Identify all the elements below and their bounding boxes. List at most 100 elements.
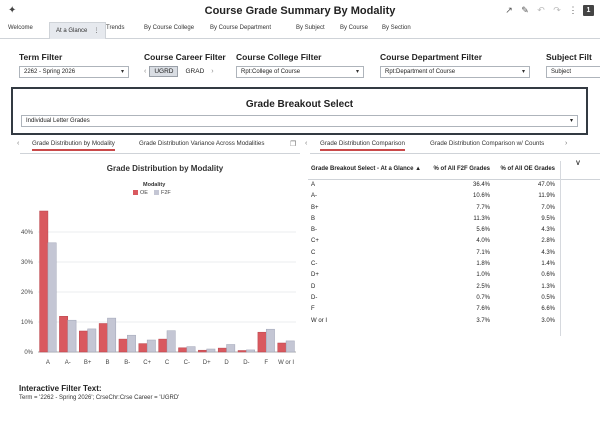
table-row[interactable]: A 36.4% 47.0% xyxy=(308,180,600,191)
tab-by-course[interactable]: By Course xyxy=(340,25,369,31)
x-tick-label: B xyxy=(105,360,109,366)
f2f-cell: 36.4% xyxy=(472,182,490,188)
bar-f2f-c-[interactable] xyxy=(146,339,156,353)
more-options-icon[interactable]: ⋮ xyxy=(568,5,578,15)
bar-f2f-w-or-i[interactable] xyxy=(285,340,295,353)
table-row[interactable]: C 7.1% 4.3% xyxy=(308,248,600,259)
legend-item-f2f[interactable]: F2F xyxy=(153,190,171,196)
redo-icon[interactable]: ↷ xyxy=(553,5,561,15)
tab-at-a-glance[interactable]: At a Glance ⋮ xyxy=(49,22,107,39)
grade-cell: B xyxy=(311,215,316,222)
bar-f2f-b[interactable] xyxy=(107,317,117,353)
chevron-right-icon[interactable]: › xyxy=(565,140,568,147)
tab-by-section[interactable]: By Section xyxy=(382,25,411,31)
bar-oe-b[interactable] xyxy=(98,323,108,353)
edit-icon[interactable]: ✎ xyxy=(521,5,529,15)
x-tick-label: D- xyxy=(243,360,249,366)
department-value: Rpt:Department of Course xyxy=(385,69,456,75)
y-tick-label: 0% xyxy=(24,350,33,356)
bar-f2f-d-[interactable] xyxy=(206,348,216,353)
col-header-f2f[interactable]: % of All F2F Grades xyxy=(433,166,490,172)
expand-icon[interactable]: ↗ xyxy=(505,5,513,15)
oe-cell: 1.3% xyxy=(541,283,555,290)
chevron-left-icon[interactable]: ‹ xyxy=(305,140,308,147)
bar-oe-d-[interactable] xyxy=(237,350,247,353)
bar-oe-a-[interactable] xyxy=(59,316,69,353)
chevron-down-icon: ▾ xyxy=(569,118,573,124)
bar-oe-c[interactable] xyxy=(158,338,168,353)
tab-by-course-department[interactable]: By Course Department xyxy=(210,25,272,31)
undo-icon[interactable]: ↶ xyxy=(537,5,545,15)
bar-oe-f[interactable] xyxy=(257,331,267,353)
subtab-grade-distribution-comparison-counts[interactable]: Grade Distribution Comparison w/ Counts xyxy=(430,140,545,147)
copy-icon[interactable]: ❐ xyxy=(290,141,297,148)
bar-oe-c-[interactable] xyxy=(138,343,148,353)
bar-f2f-b-[interactable] xyxy=(127,334,136,353)
col-header-v[interactable]: V xyxy=(576,161,581,167)
bar-f2f-d-[interactable] xyxy=(246,349,255,353)
career-option-ugrd[interactable]: UGRD xyxy=(149,66,179,77)
career-option-grad[interactable]: GRAD xyxy=(181,67,209,76)
col-header-oe[interactable]: % of All OE Grades xyxy=(500,166,555,172)
bar-oe-b-[interactable] xyxy=(118,338,128,353)
table-row[interactable]: B 11.3% 9.5% xyxy=(308,214,600,225)
chevron-down-icon: ▾ xyxy=(120,69,124,75)
tab-by-subject[interactable]: By Subject xyxy=(296,25,325,31)
chevron-left-icon[interactable]: ‹ xyxy=(144,68,147,75)
bar-oe-w-or-i[interactable] xyxy=(277,342,287,353)
bar-f2f-a[interactable] xyxy=(47,242,57,353)
y-tick-label: 40% xyxy=(21,230,34,236)
sort-asc-icon[interactable]: ▲ xyxy=(415,166,422,172)
title-bar: ✦ Course Grade Summary By Modality ↗ ✎ ↶… xyxy=(0,0,600,22)
subtab-grade-distribution-variance[interactable]: Grade Distribution Variance Across Modal… xyxy=(139,140,265,147)
college-dropdown[interactable]: Rpt:College of Course ▾ xyxy=(236,66,364,78)
f2f-cell: 0.7% xyxy=(476,294,490,301)
bar-oe-d[interactable] xyxy=(217,347,227,353)
tab-menu-icon[interactable]: ⋮ xyxy=(93,28,100,34)
pin-icon[interactable]: ✦ xyxy=(8,5,17,16)
bar-oe-c-[interactable] xyxy=(178,347,188,353)
table-row[interactable]: A- 10.6% 11.9% xyxy=(308,191,600,202)
bar-f2f-a-[interactable] xyxy=(67,319,77,353)
table-row[interactable]: B- 5.6% 4.3% xyxy=(308,225,600,236)
f2f-cell: 11.3% xyxy=(473,215,490,222)
bar-f2f-c-[interactable] xyxy=(186,346,196,353)
grade-breakout-title: Grade Breakout Select xyxy=(245,99,354,110)
subject-dropdown[interactable]: Subject xyxy=(546,66,600,78)
term-dropdown[interactable]: 2262 - Spring 2026 ▾ xyxy=(19,66,129,78)
table-row[interactable]: C- 1.8% 1.4% xyxy=(308,259,600,270)
f2f-cell: 2.5% xyxy=(476,283,490,290)
grade-breakout-dropdown[interactable]: Individual Letter Grades ▾ xyxy=(21,115,578,127)
bar-oe-a[interactable] xyxy=(39,210,49,353)
bar-oe-d-[interactable] xyxy=(198,349,207,353)
bar-f2f-b-[interactable] xyxy=(87,328,97,353)
subtab-grade-distribution-comparison[interactable]: Grade Distribution Comparison xyxy=(320,140,405,151)
department-dropdown[interactable]: Rpt:Department of Course ▾ xyxy=(380,66,530,78)
bar-f2f-c[interactable] xyxy=(166,330,176,353)
table-row[interactable]: F 7.6% 6.6% xyxy=(308,304,600,315)
grade-cell: D xyxy=(311,283,316,290)
table-row[interactable]: W or I 3.7% 3.0% xyxy=(308,316,600,327)
chevron-right-icon[interactable]: › xyxy=(211,68,214,75)
table-row[interactable]: C+ 4.0% 2.8% xyxy=(308,236,600,247)
x-tick-label: C+ xyxy=(143,360,151,366)
x-tick-label: A- xyxy=(65,360,71,366)
legend-label-oe: OE xyxy=(140,190,148,196)
table-row[interactable]: B+ 7.7% 7.0% xyxy=(308,203,600,214)
table-row[interactable]: D+ 1.0% 0.6% xyxy=(308,270,600,281)
tab-trends[interactable]: Trends xyxy=(106,25,125,31)
bar-f2f-d[interactable] xyxy=(226,344,236,353)
grade-cell: C+ xyxy=(311,238,319,245)
chevron-left-icon[interactable]: ‹ xyxy=(17,140,20,147)
table-row[interactable]: D- 0.7% 0.5% xyxy=(308,293,600,304)
notification-badge[interactable]: 1 xyxy=(583,4,594,16)
subtab-grade-distribution-by-modality[interactable]: Grade Distribution by Modality xyxy=(32,140,115,151)
table-row[interactable]: D 2.5% 1.3% xyxy=(308,282,600,293)
tab-by-course-college[interactable]: By Course College xyxy=(144,25,195,31)
legend-item-oe[interactable]: OE xyxy=(133,190,148,196)
divider xyxy=(310,153,600,154)
bar-oe-b-[interactable] xyxy=(79,330,88,353)
tab-welcome[interactable]: Welcome xyxy=(8,25,33,31)
bar-f2f-f[interactable] xyxy=(265,328,275,353)
col-header-grade[interactable]: Grade Breakout Select - At a Glance ▲ xyxy=(311,166,421,172)
